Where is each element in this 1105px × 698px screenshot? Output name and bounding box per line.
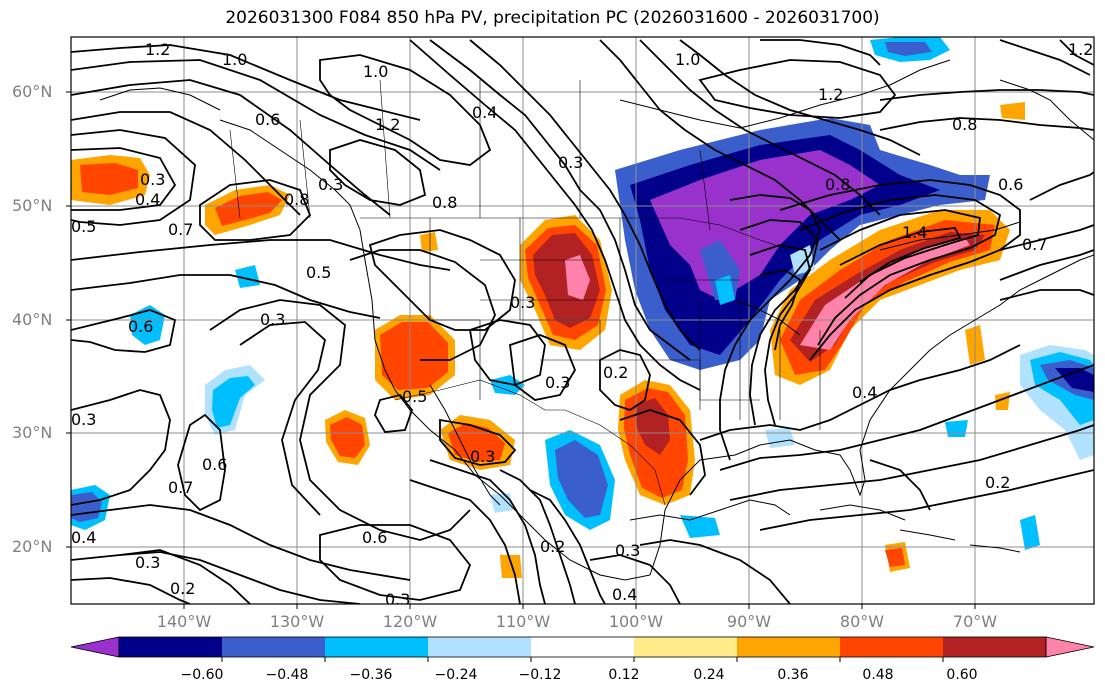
contour-label: 0.4	[472, 103, 497, 122]
contour-label: 0.2	[985, 473, 1010, 492]
contour-label: 0.7	[168, 478, 193, 497]
contour-label: 0.4	[852, 383, 877, 402]
contour-label: 0.6	[255, 110, 280, 129]
contour-label: 0.8	[825, 175, 850, 194]
contour-label: 0.6	[998, 175, 1023, 194]
contour-label: 0.3	[615, 541, 640, 560]
lon-label-110w: 110°W	[495, 612, 551, 631]
contour-label: 1.4	[902, 223, 927, 242]
contour-label: 0.4	[71, 528, 96, 547]
contour-label: 0.6	[128, 317, 153, 336]
contour-label: 0.4	[612, 585, 637, 604]
coastlines	[99, 59, 1094, 581]
colorbar-tick-label: −0.36	[349, 667, 393, 683]
lon-label-80w: 80°W	[839, 612, 885, 631]
contour-label: 0.3	[470, 447, 495, 466]
contour-label: 1.0	[675, 50, 700, 69]
colorbar-tick-label: 0.36	[777, 667, 809, 683]
pv-contours	[71, 39, 1094, 604]
contour-label: 1.2	[375, 115, 400, 134]
contour-label: 0.3	[558, 153, 583, 172]
contour-label: 1.2	[145, 40, 170, 59]
contour-label: 0.8	[952, 115, 977, 134]
contour-label: 0.3	[260, 310, 285, 329]
contour-label: 0.2	[603, 363, 628, 382]
contour-label: 0.3	[510, 293, 535, 312]
lon-label-90w: 90°W	[726, 612, 772, 631]
contour-label-layer: 1.2 1.0 1.0 1.2 0.6 0.3 0.4 0.7 0.5 0.8 …	[71, 40, 1093, 609]
lon-label-70w: 70°W	[952, 612, 998, 631]
contour-label: 0.3	[545, 373, 570, 392]
contour-label: 0.3	[318, 175, 343, 194]
contour-label: 0.5	[71, 217, 96, 236]
lat-label-60n: 60°N	[12, 82, 53, 101]
contour-label: 0.5	[402, 387, 427, 406]
contour-label: 1.0	[363, 62, 388, 81]
colorbar-tick-label: −0.60	[180, 667, 224, 683]
axis-ticks	[66, 91, 976, 609]
contour-label: 0.7	[1022, 235, 1047, 254]
colorbar-tick-label: −0.48	[265, 667, 309, 683]
colorbar-tick-label: −0.24	[434, 667, 478, 683]
contour-label: 0.7	[168, 220, 193, 239]
map-title: 2026031300 F084 850 hPa PV, precipitatio…	[225, 8, 880, 28]
lat-label-40n: 40°N	[12, 310, 53, 329]
contour-label: 1.2	[1068, 40, 1093, 59]
contour-label: 1.0	[222, 50, 247, 69]
colorbar-tick-label: 0.12	[608, 667, 640, 683]
colorbar-tick-label: 0.24	[693, 667, 725, 683]
lat-label-30n: 30°N	[12, 423, 53, 442]
colorbar-tick-label: 0.48	[862, 667, 894, 683]
lon-label-140w: 140°W	[156, 612, 212, 631]
contour-label: 0.8	[284, 190, 309, 209]
lat-label-20n: 20°N	[12, 537, 53, 556]
contour-label: 1.2	[818, 85, 843, 104]
contour-label: 0.3	[140, 170, 165, 189]
lon-label-100w: 100°W	[608, 612, 664, 631]
contour-label: 0.3	[385, 590, 410, 609]
colorbar-tick-label: 0.60	[946, 667, 978, 683]
contour-label: 0.6	[202, 455, 227, 474]
lat-label-50n: 50°N	[12, 196, 53, 215]
contour-label: 0.2	[540, 537, 565, 556]
contour-label: 0.4	[135, 190, 160, 209]
contour-label: 0.2	[170, 579, 195, 598]
contour-label: 0.5	[306, 263, 331, 282]
lon-label-130w: 130°W	[269, 612, 325, 631]
contour-label: 0.6	[362, 528, 387, 547]
lon-label-120w: 120°W	[382, 612, 438, 631]
colorbar-tick-label: −0.12	[518, 667, 562, 683]
contour-label: 0.3	[71, 410, 96, 429]
contour-label: 0.3	[135, 553, 160, 572]
contour-label: 0.8	[432, 193, 457, 212]
